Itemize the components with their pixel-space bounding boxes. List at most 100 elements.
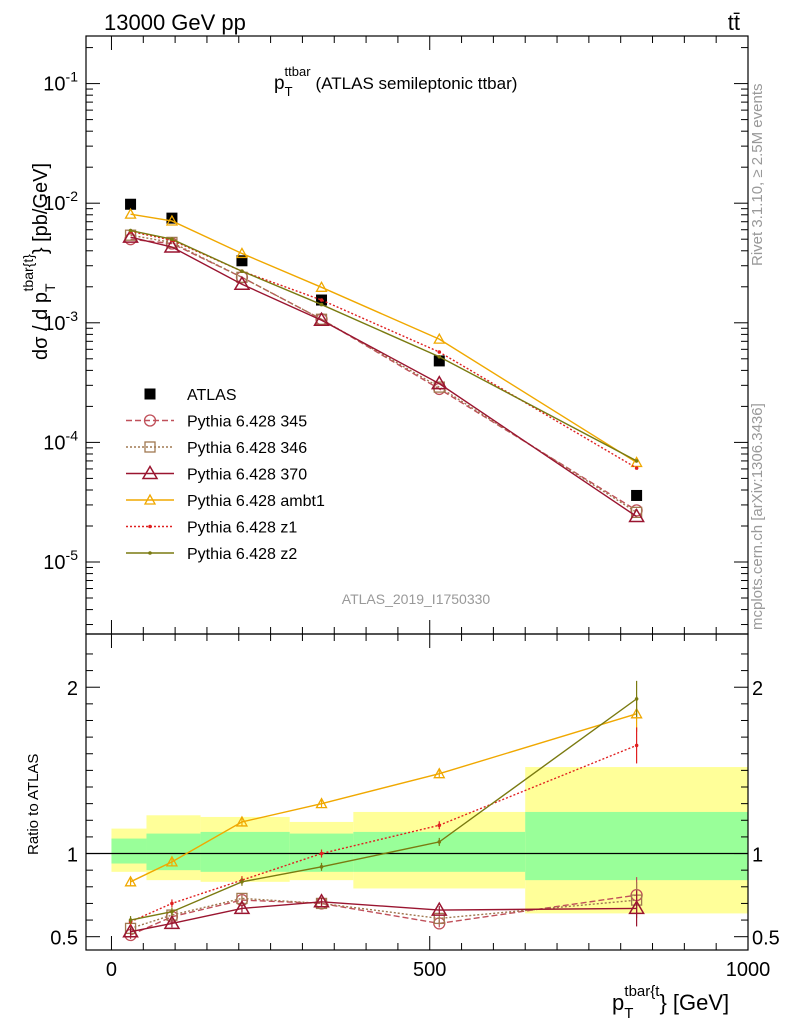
ratio-point-z2 [128,918,133,922]
point-p370 [430,375,448,390]
point-ambt1 [315,280,328,292]
point-atlas [166,212,178,224]
point-ambt1 [124,207,137,219]
ratio-band-inner [525,811,748,881]
rivet-label: Rivet 3.1.10, ≥ 2.5M events [749,84,766,267]
legend: ATLAS Pythia 6.428 345 Pythia 6.428 346 Pyt… [126,387,325,563]
ratio-point-z2 [319,865,324,869]
legend-marker-p345 [143,414,157,427]
ratio-point-ambt1 [433,767,446,779]
process-label: tt̄ [728,10,740,35]
series-line-p346 [130,234,637,513]
legend-marker-p346 [144,441,156,453]
ratio-y-label: Ratio to ATLAS [25,754,42,855]
ratio-point-z1 [170,901,174,906]
ratio-y-tick-label-right: 1 [752,845,763,867]
point-atlas [631,489,643,501]
main-plot-frame [85,35,749,635]
ratio-line-p370 [130,901,637,933]
ratio-band-layer [86,767,748,914]
series-line-z1 [130,230,637,469]
legend-label-atlas: ATLAS [187,387,237,404]
y-tick-label: 10-1 [43,69,78,96]
x-tick-label: 500 [413,959,446,981]
ratio-point-ambt1 [165,855,179,867]
ratio-point-ambt1 [630,707,643,719]
ratio-y-tick-label-right: 2 [752,678,763,700]
point-z2 [437,354,442,359]
point-z2 [170,237,174,241]
point-p370 [163,238,181,253]
legend-label-p346: Pythia 6.428 346 [187,440,307,457]
legend-marker-z2 [148,551,152,555]
ratio-point-ambt1 [315,797,328,809]
y-tick-label: 10-5 [43,547,78,574]
ratio-point-p370 [313,893,330,908]
ratio-band-inner [146,833,201,871]
ratio-point-ambt1 [235,815,249,827]
ratio-y-tick-label-left: 0.5 [50,928,78,950]
ratio-point-z2 [634,697,639,701]
ratio-line-ambt1 [130,713,637,883]
ratio-point-p370 [430,901,448,916]
point-atlas [236,255,248,267]
point-atlas [125,198,137,210]
ratio-point-p370 [122,923,139,938]
ratio-y-tick-label-left: 1 [67,845,78,867]
point-z1 [437,350,442,354]
point-z2 [128,228,133,233]
ratio-line-p346 [130,897,637,930]
series-line-p370 [130,236,637,518]
ratio-band-inner [111,838,147,864]
ratio-point-p370 [233,899,251,915]
point-atlas [433,355,445,367]
x-tick-label: 1000 [726,959,771,981]
energy-label: 13000 GeV pp [104,10,246,35]
ratio-y-tick-label-left: 2 [67,678,78,700]
point-ambt1 [433,332,446,344]
ratio-point-z2 [170,909,174,914]
point-p370 [628,508,645,523]
point-p370 [313,311,330,327]
ratio-point-z2 [437,840,442,844]
y-tick-label: 10-2 [43,188,78,215]
ratio-point-p346 [236,892,248,905]
axes-layer: 10-5 10-4 10-3 10-2 10-1 0.5 0.5 1 1 2 2 0 500 1000 [43,36,780,981]
legend-label-ambt1: Pythia 6.428 ambt1 [187,493,325,510]
x-axis-label: pTtbar{t} [GeV] [612,983,729,1022]
ratio-point-z2 [240,880,244,884]
ratio-point-z1 [437,823,442,828]
ratio-band-inner [200,831,290,872]
legend-label-z2: Pythia 6.428 z2 [187,546,297,563]
main-y-label: dσ / d pTtbar{t}} [pb/GeV] [20,163,58,360]
ratio-line-p345 [130,894,637,936]
main-title: pTttbar(ATLAS semileptonic ttbar) [274,64,517,99]
y-tick-label: 10-3 [43,308,78,335]
ratio-line-z1 [130,744,637,923]
ratio-y-tick-label-right: 0.5 [752,928,780,950]
x-tick-label: 0 [106,959,117,981]
legend-label-z1: Pythia 6.428 z1 [187,520,297,537]
point-p370 [122,228,139,243]
point-z2 [240,269,244,274]
legend-marker-z1 [148,524,152,529]
y-tick-label: 10-4 [43,427,78,454]
legend-marker-p370 [141,465,159,480]
point-z2 [319,302,324,307]
ratio-point-p370 [628,899,645,915]
legend-label-p370: Pythia 6.428 370 [187,467,307,484]
point-z1 [634,466,639,470]
series-line-z2 [130,229,637,462]
point-p370 [233,275,251,291]
ratio-point-z1 [319,851,324,856]
legend-marker-atlas [144,388,156,400]
point-ambt1 [235,247,249,259]
legend-marker-ambt1 [143,493,157,505]
series-line-ambt1 [130,213,637,464]
ratio-point-ambt1 [124,875,137,887]
mcplots-label: mcplots.cern.ch [arXiv:1306.3436] [749,403,766,630]
series-layer [122,198,645,942]
ratio-point-z1 [634,743,639,748]
ratio-plot-frame [85,633,749,951]
legend-label-p345: Pythia 6.428 345 [187,414,307,431]
